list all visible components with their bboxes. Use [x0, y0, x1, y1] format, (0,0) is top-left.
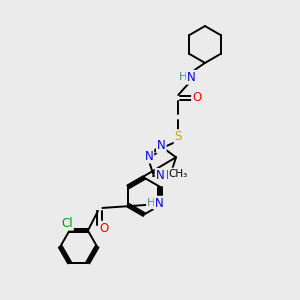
Text: N: N — [166, 169, 174, 182]
Text: H: H — [178, 72, 187, 82]
Text: N: N — [145, 150, 153, 163]
Text: O: O — [192, 92, 201, 104]
Text: CH₃: CH₃ — [168, 169, 188, 179]
Text: N: N — [157, 139, 166, 152]
Text: H: H — [147, 198, 155, 208]
Text: O: O — [99, 222, 109, 235]
Text: N: N — [156, 169, 164, 182]
Text: Cl: Cl — [61, 217, 73, 230]
Text: S: S — [175, 130, 182, 143]
Text: N: N — [187, 71, 195, 84]
Text: N: N — [155, 197, 164, 210]
